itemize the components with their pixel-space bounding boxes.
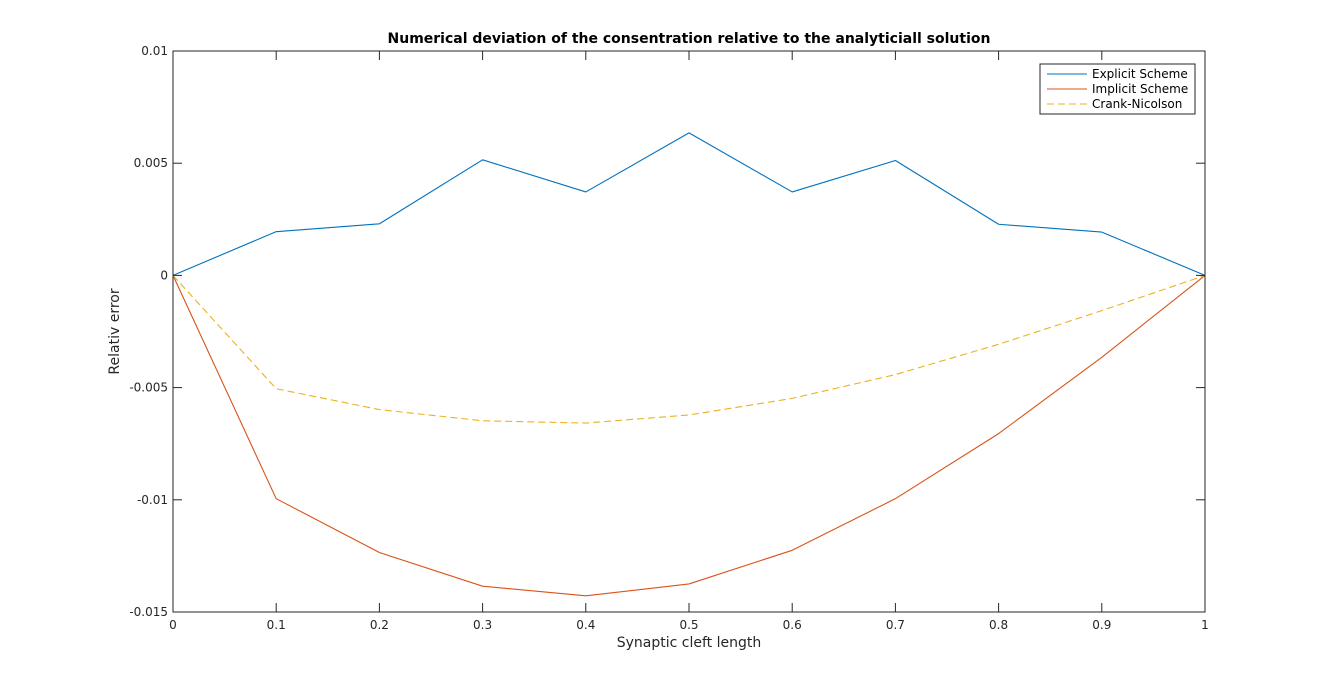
y-tick-label: -0.01 <box>137 493 168 507</box>
y-tick-label: 0 <box>160 268 168 282</box>
legend-entry-label: Crank-Nicolson <box>1092 97 1182 111</box>
plot-area <box>173 51 1205 612</box>
x-tick-label: 0.9 <box>1092 618 1111 632</box>
x-tick-label: 0.2 <box>370 618 389 632</box>
legend-entry-label: Explicit Scheme <box>1092 67 1188 81</box>
chart-title: Numerical deviation of the consentration… <box>388 31 991 47</box>
y-tick-label: 0.01 <box>141 44 168 58</box>
x-tick-label: 0 <box>169 618 177 632</box>
y-tick-label: -0.015 <box>129 605 168 619</box>
legend-entry-label: Implicit Scheme <box>1092 82 1188 96</box>
y-tick-label: -0.005 <box>129 381 168 395</box>
x-tick-label: 1 <box>1201 618 1209 632</box>
plot-frame <box>172 50 1206 613</box>
y-axis-label: Relativ error <box>107 288 123 374</box>
series-line-implicit-scheme <box>172 274 1206 597</box>
x-tick-label: 0.5 <box>679 618 698 632</box>
x-tick-label: 0.1 <box>267 618 286 632</box>
x-tick-label: 0.6 <box>783 618 802 632</box>
x-axis-label: Synaptic cleft length <box>617 635 761 651</box>
x-tick-label: 0.8 <box>989 618 1008 632</box>
ticks-layer: 0 0.1 0.2 0.3 0.4 0.5 0.6 0.7 0.8 0.9 10.010.0050-… <box>129 44 1209 632</box>
series-line-explicit-scheme <box>172 132 1206 276</box>
x-tick-label: 0.4 <box>576 618 595 632</box>
series-layer <box>172 132 1206 597</box>
series-line-crank-nicolson <box>172 274 1206 424</box>
x-tick-label: 0.7 <box>886 618 905 632</box>
y-tick-label: 0.005 <box>134 156 168 170</box>
x-tick-label: 0.3 <box>473 618 492 632</box>
